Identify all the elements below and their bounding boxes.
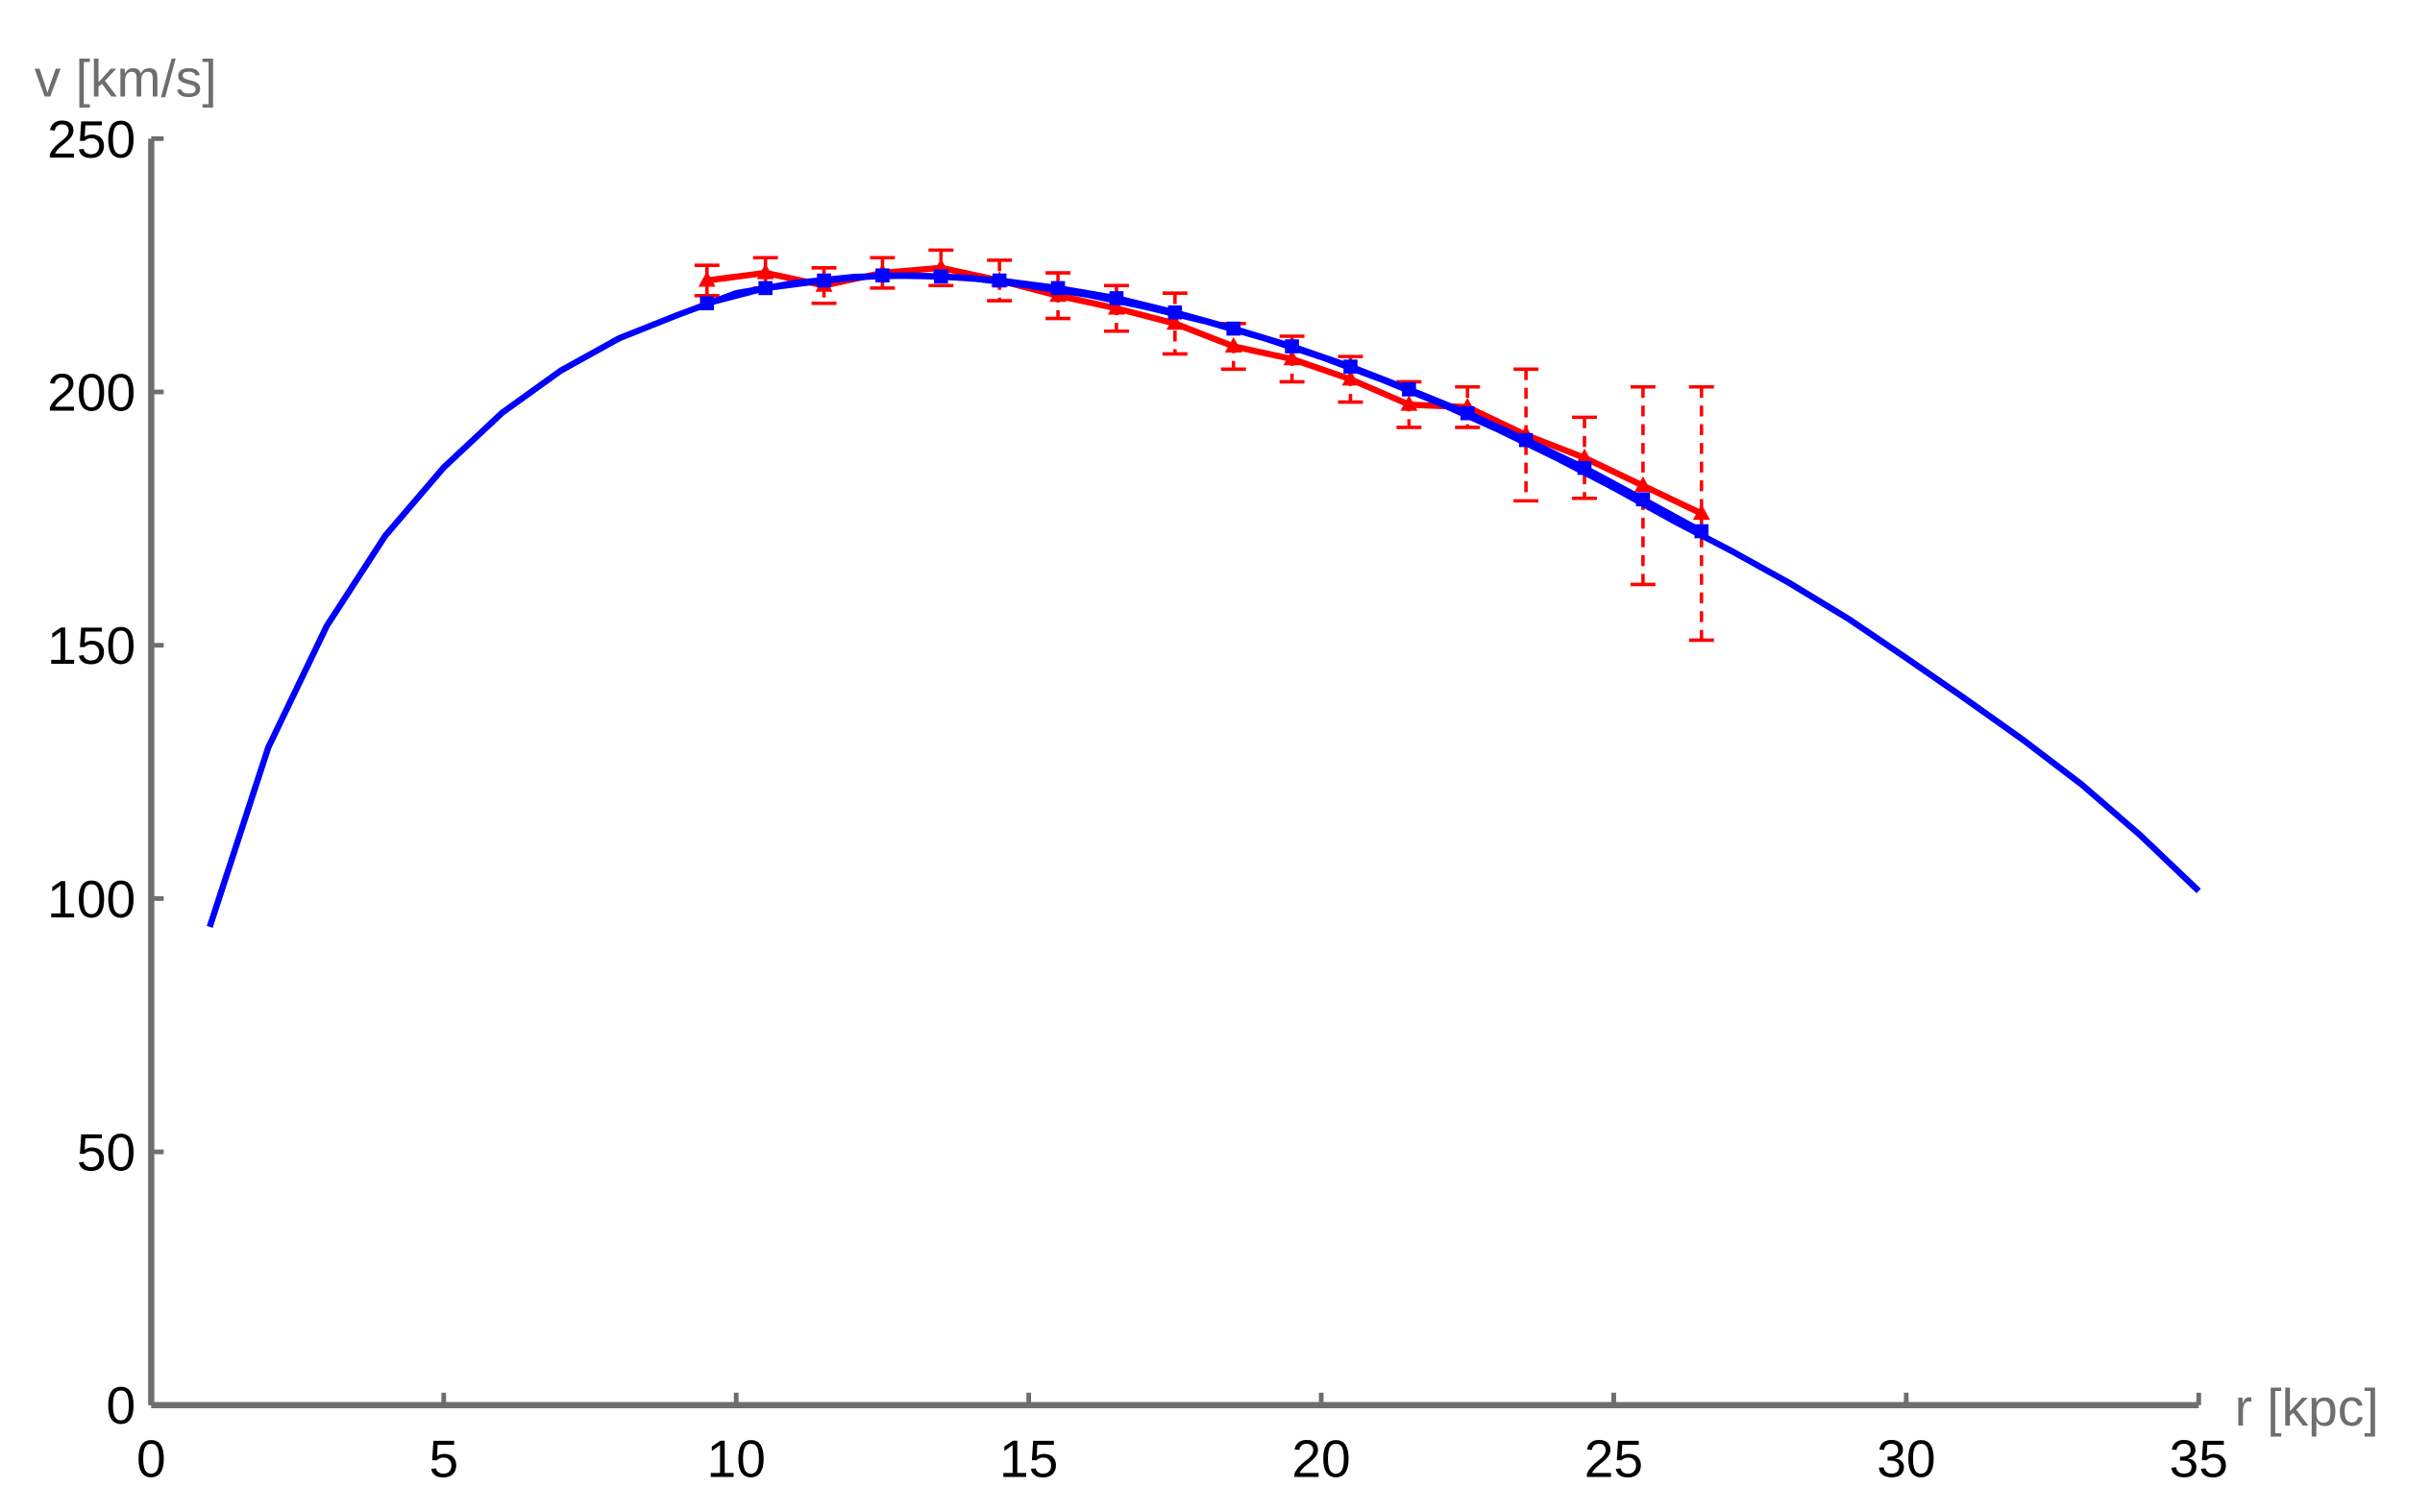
marker — [1167, 305, 1183, 320]
x-tick-label: 10 — [707, 1428, 766, 1488]
marker — [698, 271, 716, 287]
marker — [1226, 321, 1241, 336]
x-tick-label: 15 — [999, 1428, 1058, 1488]
marker — [758, 280, 773, 296]
series-line — [207, 272, 2201, 928]
marker — [1285, 339, 1299, 354]
x-tick-label: 25 — [1584, 1428, 1643, 1488]
series-line — [705, 272, 1704, 534]
marker — [1694, 524, 1709, 539]
marker — [1108, 299, 1125, 315]
marker — [1283, 350, 1301, 366]
x-tick-label: 20 — [1291, 1428, 1350, 1488]
marker — [756, 263, 774, 280]
marker — [1166, 314, 1184, 330]
marker — [1518, 432, 1534, 448]
marker — [1341, 370, 1360, 386]
marker — [875, 268, 890, 283]
x-tick-label: 30 — [1877, 1428, 1935, 1488]
marker — [817, 273, 831, 288]
x-tick-label: 5 — [429, 1428, 458, 1488]
y-tick-label: 100 — [47, 869, 135, 929]
marker — [1577, 460, 1592, 476]
y-axis-title: v [km/s] — [35, 49, 217, 109]
marker — [700, 296, 715, 311]
marker — [1343, 359, 1358, 374]
x-tick-label: 0 — [136, 1428, 166, 1488]
marker — [1109, 291, 1124, 305]
marker — [1576, 448, 1593, 465]
marker — [1635, 492, 1651, 507]
marker — [1050, 280, 1066, 296]
marker — [1633, 476, 1652, 493]
marker — [934, 269, 948, 284]
y-tick-label: 150 — [47, 616, 135, 675]
marker — [992, 273, 1007, 288]
y-tick-label: 0 — [107, 1376, 136, 1435]
y-tick-label: 50 — [77, 1123, 135, 1183]
y-tick-label: 250 — [47, 110, 135, 169]
marker — [1224, 336, 1242, 354]
marker — [1400, 395, 1418, 411]
marker — [1402, 382, 1416, 397]
marker — [1692, 503, 1710, 521]
series-line — [706, 264, 1704, 517]
marker — [1460, 405, 1475, 421]
x-tick-label: 35 — [2170, 1428, 2228, 1488]
x-axis-title: r [kpc] — [2235, 1378, 2379, 1437]
y-tick-label: 200 — [47, 362, 135, 422]
